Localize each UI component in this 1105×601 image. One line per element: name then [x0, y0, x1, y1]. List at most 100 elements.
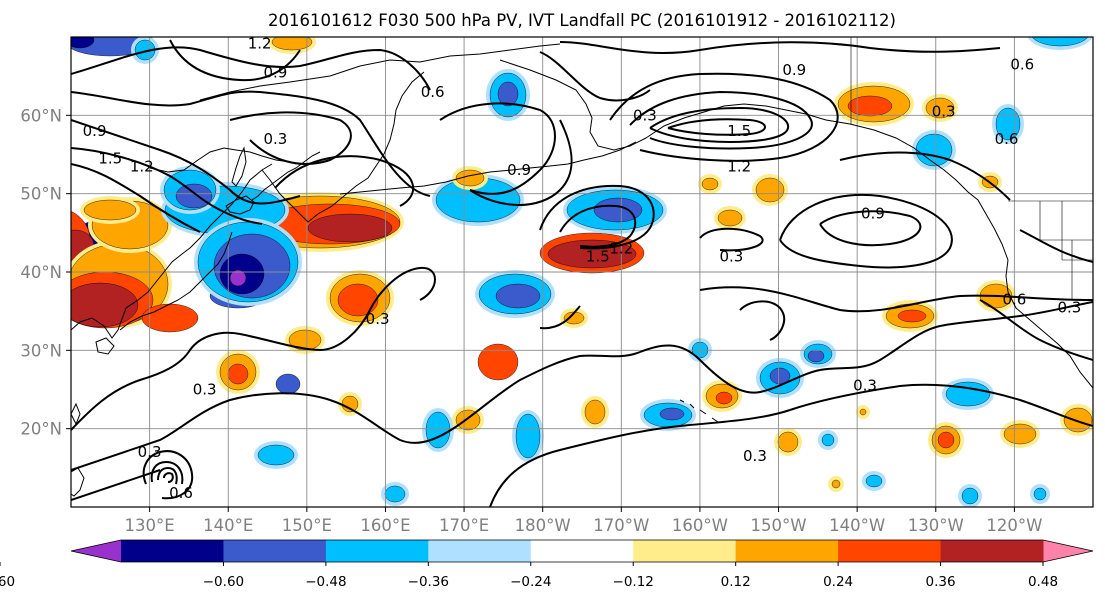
- colorbar-outline: [70, 539, 1094, 563]
- pv-contour-line: [439, 102, 556, 195]
- contour-label: 0.3: [366, 310, 390, 328]
- lon-tick-label: 130°W: [908, 516, 964, 535]
- contour-label: 1.2: [130, 157, 154, 175]
- pv-contour-line: [459, 351, 641, 425]
- pv-contour-line: [71, 46, 431, 91]
- anomaly-patch: [897, 309, 927, 323]
- state-lines: [1039, 201, 1093, 300]
- japan-honshu: [119, 231, 233, 331]
- lat-tick-label: 40°N: [20, 263, 62, 282]
- anomaly-patch: [257, 444, 295, 466]
- pv-contour-line: [979, 299, 1093, 361]
- anomaly-patch: [769, 367, 791, 385]
- asia-east-coast: [71, 163, 273, 339]
- contour-label: 1.2: [727, 157, 751, 175]
- pv-contour-line: [639, 344, 821, 394]
- anomaly-patch: [961, 487, 979, 505]
- pv-contour-line: [469, 119, 573, 206]
- anomaly-patch: [821, 433, 835, 447]
- anomaly-patch: [497, 81, 519, 107]
- anomaly-patch: [865, 474, 883, 488]
- pv-contour-line: [739, 300, 786, 341]
- coastlines: [71, 43, 1093, 497]
- contour-label: 0.9: [83, 122, 107, 140]
- anomaly-patch: [229, 269, 247, 287]
- kamchatka-peninsula: [261, 71, 425, 223]
- colorbar-tick-label: −0.48: [305, 574, 346, 590]
- colorbar-tick-label: 0.36: [926, 574, 956, 590]
- pv-contour-line: [559, 204, 637, 248]
- lon-tick-label: 150°W: [751, 516, 807, 535]
- pv-contour-line: [71, 163, 201, 233]
- anomaly-patch: [807, 349, 825, 363]
- colorbar-tick-label: −0.12: [613, 574, 654, 590]
- ivt-pc-shading-layer: [71, 37, 1093, 507]
- anomaly-patch: [175, 183, 213, 209]
- pv-contour-line: [819, 210, 922, 247]
- pv-contour-line: [150, 460, 184, 485]
- lon-tick-label: 120°W: [986, 516, 1042, 535]
- hawaii-islands: [679, 399, 719, 423]
- okhotsk-coast: [149, 147, 291, 173]
- anomaly-patch: [227, 363, 249, 385]
- anomaly-patch: [715, 391, 733, 405]
- anomaly-patch: [307, 213, 393, 243]
- contour-label: 1.5: [586, 247, 610, 265]
- taiwan: [71, 402, 81, 426]
- contour-label: 1.2: [248, 34, 272, 52]
- pv-contour-line: [157, 466, 178, 485]
- pv-contour-line: [699, 286, 1093, 313]
- pv-contour-line: [667, 118, 766, 136]
- pv-contour-line: [539, 51, 651, 102]
- anomaly-patch: [141, 303, 199, 333]
- contour-label: 0.3: [853, 377, 877, 395]
- lat-tick-label: 50°N: [20, 185, 62, 204]
- anomaly-patch: [659, 407, 685, 421]
- pv-contour-line: [699, 227, 764, 252]
- pv-contour-line: [329, 399, 461, 444]
- us-west-coast: [1005, 259, 1093, 389]
- anomaly-patch: [1031, 37, 1089, 47]
- map-content: 1.20.90.60.30.9 0.60.30.60.91.5 1.20.30.91…: [71, 34, 1093, 507]
- anomaly-patch: [831, 479, 841, 489]
- pv-contour-line: [71, 147, 263, 225]
- anomaly-patch: [945, 381, 991, 407]
- political-borders: [850, 37, 1093, 300]
- lon-tick-label: 160°W: [672, 516, 728, 535]
- lon-tick-label: 170°E: [439, 516, 489, 535]
- colorbar-segment: [838, 540, 942, 562]
- lon-tick-label: 150°E: [282, 516, 332, 535]
- contour-label: 0.3: [1057, 298, 1081, 316]
- anomaly-patch: [584, 399, 606, 425]
- lat-tick-label: 20°N: [20, 420, 62, 439]
- colorbar-tick-label: 0.48: [1028, 574, 1058, 590]
- anomaly-patch: [937, 431, 955, 449]
- colorbar: −0.60 −0.48 −0.36 −0.24 −0.12 0.12 0.24 0.36 0.4…: [0, 539, 1094, 590]
- colorbar-tick-label: 0.60: [0, 574, 15, 590]
- colorbar-segment: [223, 540, 327, 562]
- anomaly-patch: [455, 409, 481, 431]
- pv-contour-line: [539, 184, 655, 250]
- pv-contour-line: [609, 72, 839, 162]
- anomaly-patch: [384, 485, 406, 503]
- anomaly-patch: [71, 282, 139, 328]
- contour-label: 0.9: [782, 61, 806, 79]
- contour-label: 0.3: [719, 247, 743, 265]
- anomaly-patch: [337, 283, 379, 317]
- pv-contour-line: [649, 106, 790, 144]
- pv-contours: [71, 39, 1093, 507]
- colorbar-segment: [633, 540, 737, 562]
- pv-contour-line: [819, 301, 1093, 371]
- pv-contour-line: [169, 39, 301, 82]
- anomaly-patch: [1003, 423, 1037, 445]
- anomaly-patch: [593, 197, 643, 223]
- colorbar-extend-high: [1043, 540, 1093, 562]
- pv-contour-line: [229, 111, 352, 165]
- pv-contour-line: [789, 383, 1093, 427]
- japan-hokkaido: [225, 195, 255, 215]
- lat-tick-label: 30°N: [20, 341, 62, 360]
- anomaly-patch: [71, 37, 95, 49]
- alaska-south: [645, 103, 931, 161]
- anomaly-patch: [425, 411, 451, 449]
- siberia-north-coast: [199, 43, 561, 101]
